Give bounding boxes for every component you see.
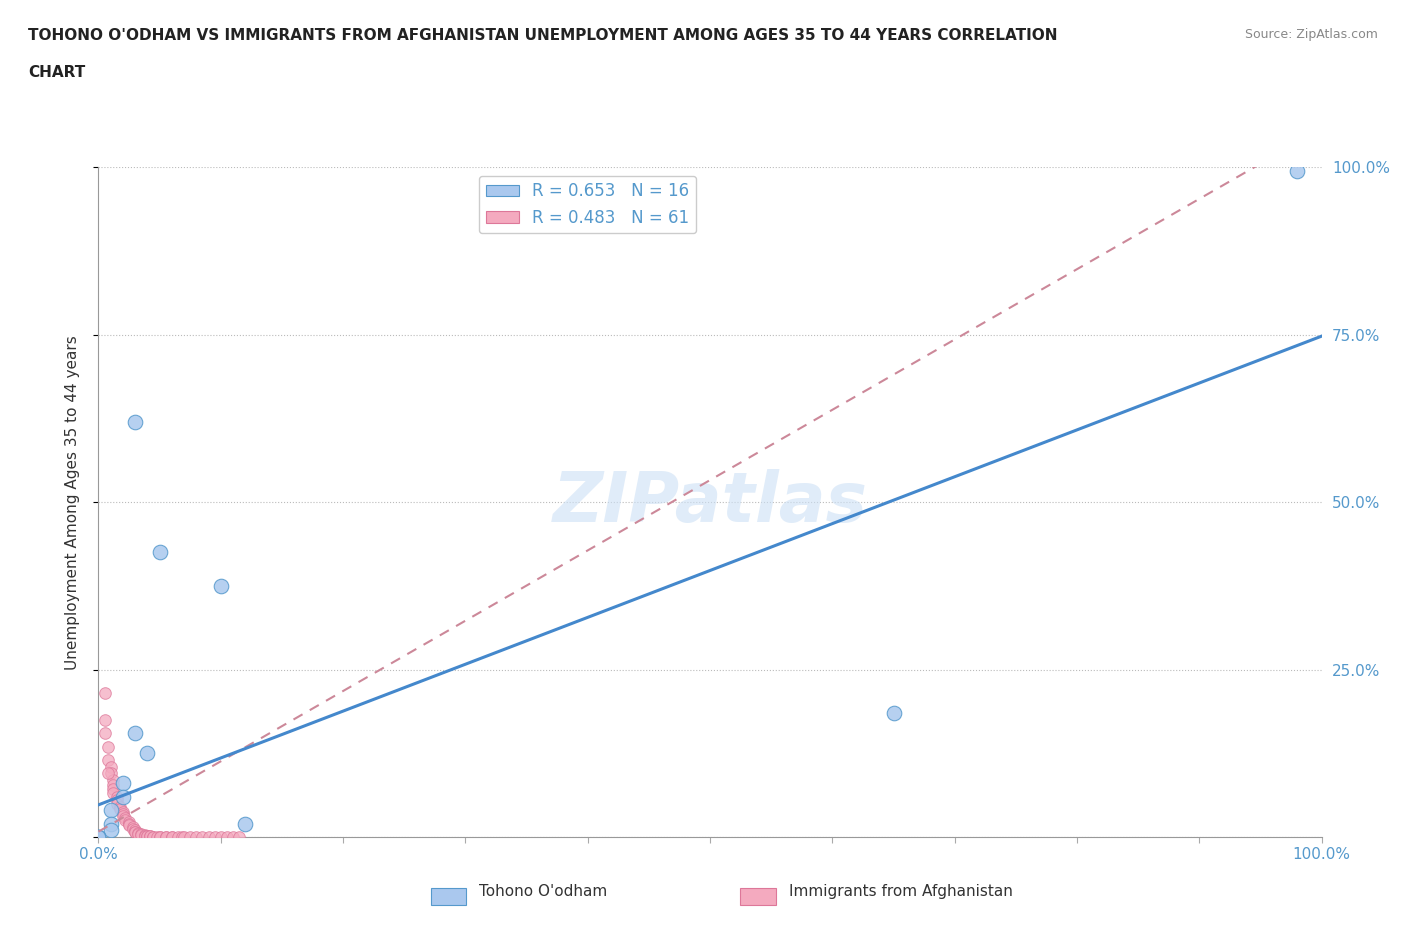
Point [136,829,159,844]
Point [121,819,143,834]
Point [127,826,149,841]
Point [146,830,169,844]
Text: Tohono O'odham: Tohono O'odham [479,884,607,899]
Point [139,829,162,844]
Point [124,823,146,838]
Point [204,830,226,844]
Point [233,817,256,831]
Point [186,830,208,844]
Point [129,828,152,843]
Point [118,815,141,830]
Text: Immigrants from Afghanistan: Immigrants from Afghanistan [789,884,1012,899]
Point [114,813,136,828]
Point [100,766,122,781]
Point [110,802,132,817]
Point [124,824,146,839]
Text: TOHONO O'ODHAM VS IMMIGRANTS FROM AFGHANISTAN UNEMPLOYMENT AMONG AGES 35 TO 44 Y: TOHONO O'ODHAM VS IMMIGRANTS FROM AFGHAN… [28,28,1057,43]
Point [129,827,152,842]
Point [87,830,110,844]
Point [1286,164,1309,179]
Point [139,829,162,844]
Point [160,830,183,844]
Point [100,803,122,817]
Point [111,790,134,804]
Point [167,830,190,844]
Point [93,712,115,727]
Point [87,830,110,844]
Point [97,752,120,767]
Point [149,830,172,844]
Point [160,830,183,844]
Point [209,830,232,844]
Point [87,830,110,844]
Point [124,415,146,430]
Point [100,759,122,774]
Point [127,826,149,841]
Point [118,817,141,831]
Point [93,725,115,740]
Bar [740,888,776,905]
Point [100,817,122,831]
Point [173,830,195,844]
Point [101,786,124,801]
Y-axis label: Unemployment Among Ages 35 to 44 years: Unemployment Among Ages 35 to 44 years [65,335,80,670]
Point [170,830,193,844]
Point [228,830,250,844]
Point [101,773,124,788]
Point [105,790,128,804]
Bar [430,888,467,905]
Point [114,811,136,826]
Point [105,792,128,807]
Point [149,545,172,560]
Point [142,830,165,844]
Text: Source: ZipAtlas.com: Source: ZipAtlas.com [1244,28,1378,41]
Point [883,706,905,721]
Point [111,776,134,790]
Point [155,830,177,844]
Point [97,739,120,754]
Point [136,746,159,761]
Text: ZIPatlas: ZIPatlas [553,469,868,536]
Point [179,830,201,844]
Point [124,825,146,840]
Point [111,806,134,821]
Point [101,777,124,792]
Point [136,829,159,844]
Point [142,830,165,844]
Point [197,830,219,844]
Point [97,766,120,781]
Point [191,830,214,844]
Point [155,830,177,844]
Point [111,804,134,819]
Point [222,830,245,844]
Text: CHART: CHART [28,65,86,80]
Point [124,725,146,740]
Point [149,830,172,844]
Point [111,808,134,823]
Point [118,817,141,832]
Point [215,830,238,844]
Point [105,796,128,811]
Point [110,800,132,815]
Point [100,823,122,838]
Point [101,781,124,796]
Point [121,821,143,836]
Point [134,829,156,844]
Point [93,685,115,700]
Point [209,578,232,593]
Point [134,828,156,843]
Legend: R = 0.653   N = 16, R = 0.483   N = 61: R = 0.653 N = 16, R = 0.483 N = 61 [479,176,696,233]
